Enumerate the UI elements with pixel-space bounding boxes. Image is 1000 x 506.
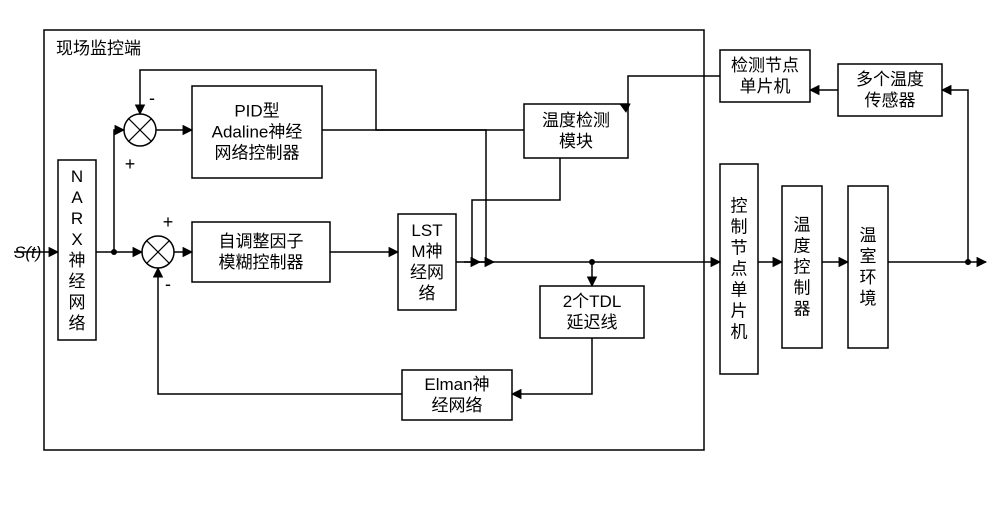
edge-tempdet-down1 bbox=[472, 158, 560, 262]
node-tdl-line-0: 2个TDL bbox=[563, 292, 622, 311]
node-sensors-line-1: 传感器 bbox=[865, 91, 916, 110]
node-ctrlnode-line-6: 机 bbox=[731, 322, 748, 341]
node-pid-line-1: Adaline神经 bbox=[212, 122, 303, 141]
node-lstm-line-2: 经网 bbox=[410, 263, 444, 282]
node-tempctl-line-3: 制 bbox=[794, 278, 811, 297]
edge-elman-to-sum2 bbox=[158, 268, 402, 394]
node-fuzzy-line-0: 自调整因子 bbox=[219, 232, 304, 251]
node-env-line-1: 室 bbox=[860, 247, 877, 266]
edge-tdl-to-elman bbox=[512, 338, 592, 394]
node-tempctl-line-1: 度 bbox=[794, 236, 811, 255]
edge-narx-to-sum1 bbox=[114, 130, 124, 252]
node-tempdet-line-1: 模块 bbox=[559, 132, 593, 151]
node-narx-line-4: 神 bbox=[69, 251, 86, 270]
node-narx-line-0: N bbox=[71, 167, 83, 186]
node-ctrlnode-line-2: 节 bbox=[731, 238, 748, 257]
node-narx-line-6: 网 bbox=[69, 293, 86, 312]
outer-box bbox=[44, 30, 704, 450]
edge-detnode-to-tempdet bbox=[620, 76, 720, 108]
node-sensors-line-0: 多个温度 bbox=[856, 70, 924, 89]
node-detnode-line-0: 检测节点 bbox=[731, 56, 799, 75]
node-tempctl-line-2: 控 bbox=[794, 257, 811, 276]
node-detnode-line-1: 单片机 bbox=[740, 77, 791, 96]
node-ctrlnode-line-4: 单 bbox=[731, 280, 748, 299]
node-ctrlnode-line-3: 点 bbox=[731, 259, 748, 278]
node-narx-line-5: 经 bbox=[69, 272, 86, 291]
node-lstm-line-3: 络 bbox=[419, 284, 436, 303]
sum-sum2-sign-0: + bbox=[163, 212, 174, 232]
edge-out-to-sensors bbox=[942, 90, 968, 262]
block-diagram: 现场监控端S(t)NARX神经网络+-+-PID型Adaline神经网络控制器自… bbox=[0, 0, 1000, 506]
node-ctrlnode-line-1: 制 bbox=[731, 217, 748, 236]
node-tempctl-line-0: 温 bbox=[794, 215, 811, 234]
node-pid-line-2: 网络控制器 bbox=[215, 143, 300, 162]
node-narx-line-7: 络 bbox=[69, 314, 86, 333]
node-pid-line-0: PID型 bbox=[234, 101, 279, 120]
sum-sum1-sign-1: - bbox=[149, 88, 155, 108]
node-elman-line-0: Elman神 bbox=[424, 375, 489, 394]
node-ctrlnode-line-0: 控 bbox=[731, 196, 748, 215]
node-narx-line-1: A bbox=[71, 188, 83, 207]
node-fuzzy-line-1: 模糊控制器 bbox=[219, 253, 304, 272]
node-env-line-3: 境 bbox=[860, 289, 877, 308]
node-lstm-line-0: LST bbox=[411, 221, 442, 240]
node-env-line-2: 环 bbox=[860, 268, 877, 287]
node-tdl-line-1: 延迟线 bbox=[567, 313, 618, 332]
sum-sum2-sign-1: - bbox=[165, 274, 171, 294]
node-env-line-0: 温 bbox=[860, 226, 877, 245]
node-lstm-line-1: M神 bbox=[411, 242, 442, 261]
node-tempctl-line-4: 器 bbox=[794, 299, 811, 318]
node-elman-line-1: 经网络 bbox=[432, 396, 483, 415]
node-tempdet-line-0: 温度检测 bbox=[542, 111, 610, 130]
node-narx-line-3: X bbox=[71, 230, 82, 249]
node-narx-line-2: R bbox=[71, 209, 83, 228]
outer-box-label: 现场监控端 bbox=[56, 39, 141, 58]
sum-sum1-sign-0: + bbox=[125, 154, 136, 174]
node-ctrlnode-line-5: 片 bbox=[731, 301, 748, 320]
